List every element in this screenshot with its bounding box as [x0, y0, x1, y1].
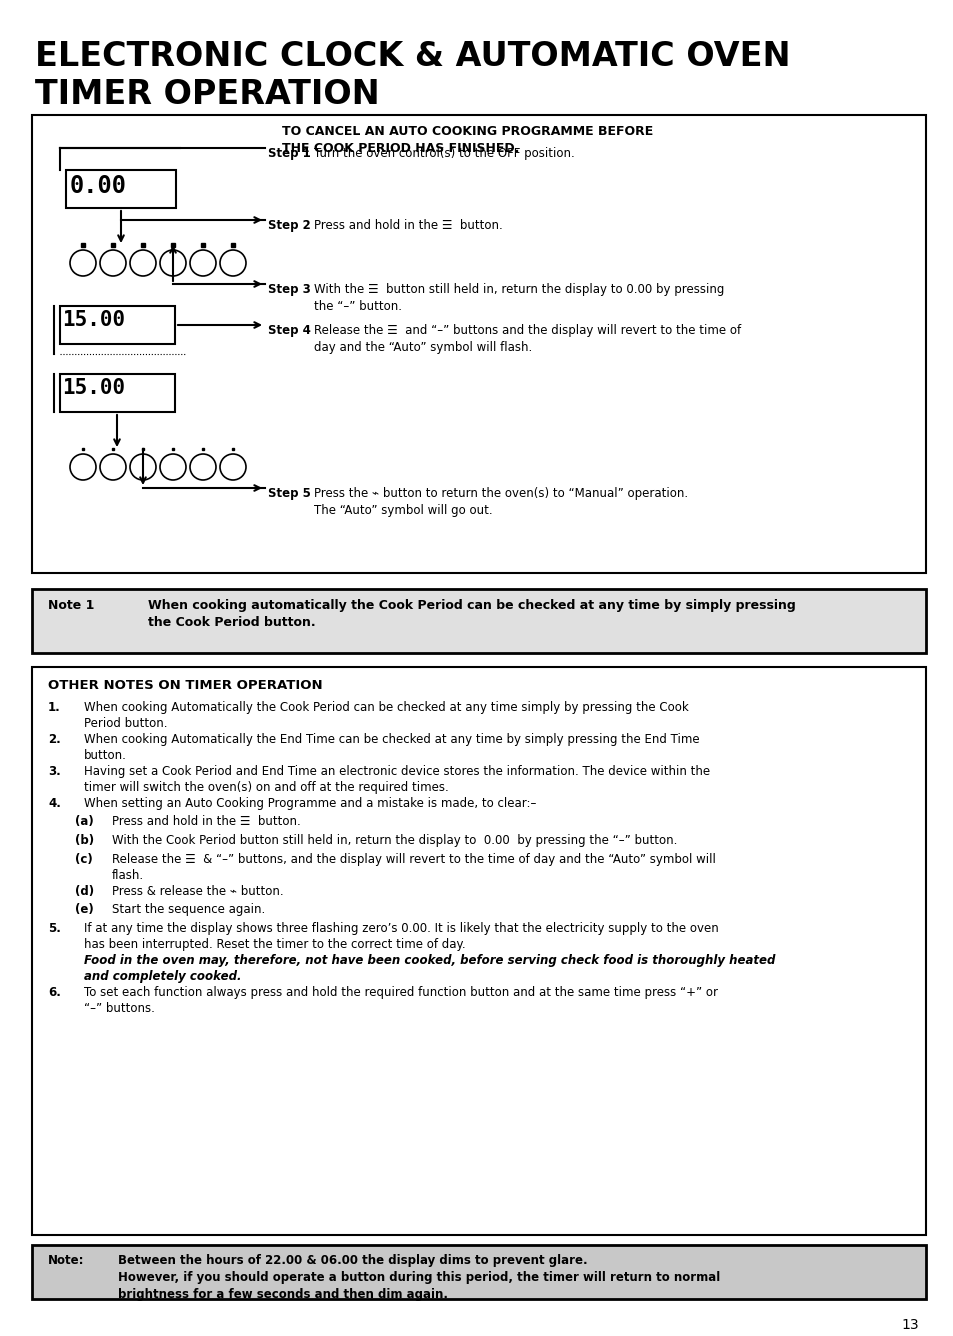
Text: Step 2: Step 2	[268, 219, 311, 232]
Text: OTHER NOTES ON TIMER OPERATION: OTHER NOTES ON TIMER OPERATION	[48, 679, 322, 692]
Text: Food in the oven may, therefore, not have been cooked, before serving check food: Food in the oven may, therefore, not hav…	[84, 954, 775, 983]
Text: Press and hold in the ☰  button.: Press and hold in the ☰ button.	[112, 815, 300, 828]
Bar	[32, 589, 925, 653]
Text: To set each function always press and hold the required function button and at t: To set each function always press and ho…	[84, 986, 718, 1015]
Bar	[60, 374, 174, 411]
Text: Press and hold in the ☰  button.: Press and hold in the ☰ button.	[314, 219, 502, 232]
Text: 15.00: 15.00	[62, 310, 125, 330]
Text: Step 5: Step 5	[268, 488, 311, 500]
Text: Step 4: Step 4	[268, 325, 311, 337]
Text: 15.00: 15.00	[62, 378, 125, 398]
Text: If at any time the display shows three flashing zero’s 0.00. It is likely that t: If at any time the display shows three f…	[84, 922, 718, 951]
Text: 3.: 3.	[48, 764, 61, 778]
Bar	[32, 115, 925, 573]
Text: 13: 13	[901, 1319, 918, 1332]
Text: When setting an Auto Cooking Programme and a mistake is made, to clear:–: When setting an Auto Cooking Programme a…	[84, 796, 536, 810]
Text: 2.: 2.	[48, 733, 61, 745]
Text: 5.: 5.	[48, 922, 61, 935]
Text: Note 1: Note 1	[48, 599, 94, 612]
Text: Turn the oven control(s) to the OFF position.: Turn the oven control(s) to the OFF posi…	[314, 147, 574, 160]
Text: Press & release the ⌁ button.: Press & release the ⌁ button.	[112, 884, 283, 898]
Text: When cooking Automatically the Cook Period can be checked at any time simply by : When cooking Automatically the Cook Peri…	[84, 701, 688, 731]
Bar	[60, 306, 174, 343]
Text: TIMER OPERATION: TIMER OPERATION	[35, 77, 379, 111]
Text: Release the ☰  and “–” buttons and the display will revert to the time of
day an: Release the ☰ and “–” buttons and the di…	[314, 325, 740, 354]
Text: Step 3: Step 3	[268, 283, 311, 297]
Text: Start the sequence again.: Start the sequence again.	[112, 903, 265, 916]
Text: (d): (d)	[75, 884, 94, 898]
Text: With the Cook Period button still held in, return the display to  0.00  by press: With the Cook Period button still held i…	[112, 834, 677, 847]
Text: Having set a Cook Period and End Time an electronic device stores the informatio: Having set a Cook Period and End Time an…	[84, 764, 709, 794]
Text: (b): (b)	[75, 834, 94, 847]
Text: Note:: Note:	[48, 1255, 85, 1267]
Text: ELECTRONIC CLOCK & AUTOMATIC OVEN: ELECTRONIC CLOCK & AUTOMATIC OVEN	[35, 40, 790, 73]
Text: 6.: 6.	[48, 986, 61, 999]
Text: Between the hours of 22.00 & 06.00 the display dims to prevent glare.
However, i: Between the hours of 22.00 & 06.00 the d…	[118, 1255, 720, 1301]
Text: (a): (a)	[75, 815, 93, 828]
Text: Step 1: Step 1	[268, 147, 311, 160]
Text: Release the ☰  & “–” buttons, and the display will revert to the time of day and: Release the ☰ & “–” buttons, and the dis…	[112, 852, 715, 882]
Bar	[66, 170, 175, 208]
Text: With the ☰  button still held in, return the display to 0.00 by pressing
the “–”: With the ☰ button still held in, return …	[314, 283, 723, 313]
Bar	[32, 1245, 925, 1299]
Text: (c): (c)	[75, 852, 92, 866]
Text: Press the ⌁ button to return the oven(s) to “Manual” operation.
The “Auto” symbo: Press the ⌁ button to return the oven(s)…	[314, 488, 687, 517]
Text: 4.: 4.	[48, 796, 61, 810]
Text: 1.: 1.	[48, 701, 61, 713]
Bar	[32, 667, 925, 1234]
Text: When cooking Automatically the End Time can be checked at any time by simply pre: When cooking Automatically the End Time …	[84, 733, 699, 762]
Text: 0.00: 0.00	[70, 174, 127, 198]
Text: (e): (e)	[75, 903, 93, 916]
Text: TO CANCEL AN AUTO COOKING PROGRAMME BEFORE
THE COOK PERIOD HAS FINISHED.: TO CANCEL AN AUTO COOKING PROGRAMME BEFO…	[282, 126, 653, 155]
Text: When cooking automatically the Cook Period can be checked at any time by simply : When cooking automatically the Cook Peri…	[148, 599, 795, 629]
